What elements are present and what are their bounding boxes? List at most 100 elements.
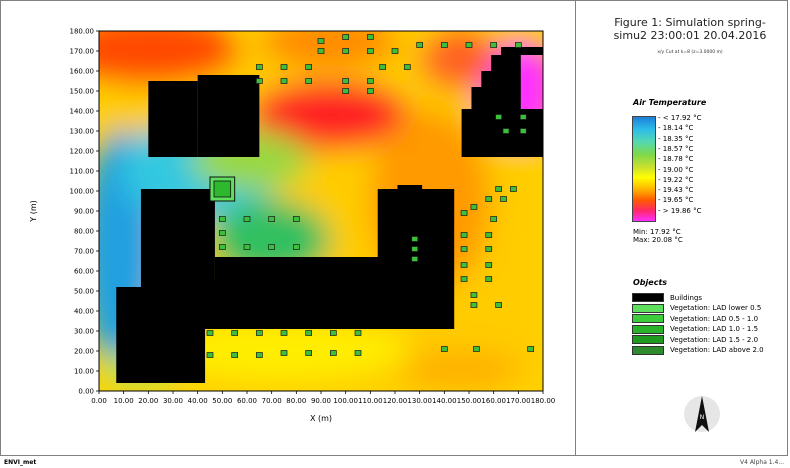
y-tick-label: 120.00 bbox=[70, 148, 95, 156]
objects-legend-label: Vegetation: LAD lower 0.5 bbox=[670, 304, 762, 312]
vegetation-cell bbox=[411, 236, 419, 242]
vegetation-cell bbox=[268, 216, 276, 222]
temperature-colorbar bbox=[632, 116, 656, 222]
x-tick-label: 60.00 bbox=[237, 397, 257, 405]
building bbox=[214, 257, 388, 329]
y-tick-label: 100.00 bbox=[70, 188, 95, 196]
building bbox=[481, 71, 521, 87]
objects-legend-row: Vegetation: LAD above 2.0 bbox=[632, 345, 764, 355]
y-tick-label: 30.00 bbox=[74, 328, 94, 336]
x-tick-label: 100.00 bbox=[333, 397, 358, 405]
vegetation-cell bbox=[206, 330, 214, 336]
colorbar-label: - 19.22 °C bbox=[658, 175, 694, 184]
x-tick-label: 140.00 bbox=[432, 397, 457, 405]
vegetation-cell bbox=[366, 34, 374, 40]
vegetation-cell bbox=[231, 352, 239, 358]
objects-legend-row: Vegetation: LAD lower 0.5 bbox=[632, 303, 762, 313]
objects-legend-row: Vegetation: LAD 1.5 - 2.0 bbox=[632, 335, 758, 344]
vegetation-cell bbox=[485, 262, 493, 268]
x-tick-label: 180.00 bbox=[531, 397, 556, 405]
x-tick-label: 50.00 bbox=[212, 397, 232, 405]
vegetation-cell bbox=[460, 276, 468, 282]
x-tick-label: 40.00 bbox=[188, 397, 208, 405]
vegetation-cell bbox=[519, 114, 527, 120]
vegetation-cell bbox=[218, 244, 226, 250]
y-tick-label: 140.00 bbox=[70, 108, 95, 116]
colorbar-label: - > 19.86 °C bbox=[658, 206, 702, 215]
vegetation-cell bbox=[305, 350, 313, 356]
objects-legend-swatch bbox=[632, 303, 664, 313]
x-tick-label: 150.00 bbox=[457, 397, 482, 405]
north-label: N bbox=[700, 414, 705, 421]
vegetation-cell bbox=[440, 42, 448, 48]
vegetation-cell bbox=[354, 330, 362, 336]
objects-legend-row: Buildings bbox=[632, 293, 702, 302]
vegetation-cell bbox=[485, 276, 493, 282]
building bbox=[197, 75, 260, 157]
vegetation-cell bbox=[411, 256, 419, 262]
panel-divider bbox=[575, 0, 576, 456]
figure-title-line2: simu2 23:00:01 20.04.2016 bbox=[613, 29, 767, 42]
vegetation-cell bbox=[280, 78, 288, 84]
colorbar-label: - 18.14 °C bbox=[658, 124, 694, 133]
vegetation-cell bbox=[500, 196, 507, 202]
x-axis-ticks: 0.00 10.00 20.00 30.00 40.00 50.00 60.00 70.00 8… bbox=[91, 391, 555, 405]
vegetation-cell bbox=[514, 42, 522, 48]
y-axis-title: Y (m) bbox=[29, 200, 38, 222]
vegetation-cell bbox=[391, 48, 399, 54]
colorbar-label: - 18.35 °C bbox=[658, 134, 694, 143]
y-tick-label: 160.00 bbox=[70, 68, 95, 76]
vegetation-cell bbox=[206, 352, 214, 358]
x-tick-label: 130.00 bbox=[407, 397, 432, 405]
x-tick-label: 10.00 bbox=[114, 397, 134, 405]
vegetation-layer bbox=[206, 34, 535, 358]
vegetation-cell bbox=[510, 186, 517, 192]
building bbox=[148, 81, 198, 157]
vegetation-cell bbox=[354, 350, 362, 356]
vegetation-cell bbox=[470, 292, 478, 298]
vegetation-cell bbox=[519, 128, 527, 134]
y-tick-label: 20.00 bbox=[74, 348, 94, 356]
vegetation-cell bbox=[305, 78, 313, 84]
colorbar-label: - 18.78 °C bbox=[658, 155, 694, 164]
north-arrow-icon: N bbox=[684, 396, 720, 432]
building bbox=[491, 55, 521, 71]
vegetation-cell bbox=[490, 42, 498, 48]
x-tick-label: 70.00 bbox=[262, 397, 282, 405]
vegetation-cell bbox=[255, 330, 263, 336]
y-axis-ticks: 0.00 10.00 20.00 30.00 40.00 50.00 60.00 70.00 8… bbox=[70, 28, 99, 396]
vegetation-cell bbox=[403, 64, 411, 70]
max-value: Max: 20.08 °C bbox=[633, 236, 683, 244]
legend-heading: Air Temperature bbox=[633, 98, 707, 107]
y-tick-label: 0.00 bbox=[78, 388, 94, 396]
vegetation-cell bbox=[329, 350, 337, 356]
vegetation-cell bbox=[460, 232, 468, 238]
building bbox=[461, 109, 543, 157]
vegetation-cell bbox=[342, 48, 350, 54]
building bbox=[501, 47, 543, 55]
vegetation-cell bbox=[255, 78, 263, 84]
vegetation-cell bbox=[470, 302, 478, 308]
x-tick-label: 30.00 bbox=[163, 397, 183, 405]
vegetation-cell bbox=[329, 330, 337, 336]
vegetation-cell bbox=[305, 64, 313, 70]
y-tick-label: 60.00 bbox=[74, 268, 94, 276]
colorbar-label: - 19.43 °C bbox=[658, 186, 694, 195]
x-tick-label: 90.00 bbox=[311, 397, 331, 405]
vegetation-cell bbox=[379, 64, 387, 70]
vegetation-cell bbox=[485, 196, 493, 202]
vegetation-cell bbox=[473, 346, 480, 352]
vegetation-cell bbox=[366, 88, 374, 94]
vegetation-cell bbox=[460, 210, 468, 216]
objects-legend-swatch bbox=[632, 324, 664, 334]
x-tick-label: 110.00 bbox=[358, 397, 383, 405]
buildings-layer bbox=[116, 47, 543, 383]
vegetation-cell bbox=[460, 246, 468, 252]
vegetation-cell bbox=[292, 244, 300, 250]
vegetation-cell bbox=[460, 262, 468, 268]
objects-legend-row: Vegetation: LAD 1.0 - 1.5 bbox=[632, 324, 758, 334]
vegetation-cell bbox=[255, 64, 263, 70]
vegetation-cell bbox=[495, 302, 502, 308]
vegetation-cell bbox=[243, 244, 251, 250]
vegetation-cell bbox=[485, 246, 493, 252]
